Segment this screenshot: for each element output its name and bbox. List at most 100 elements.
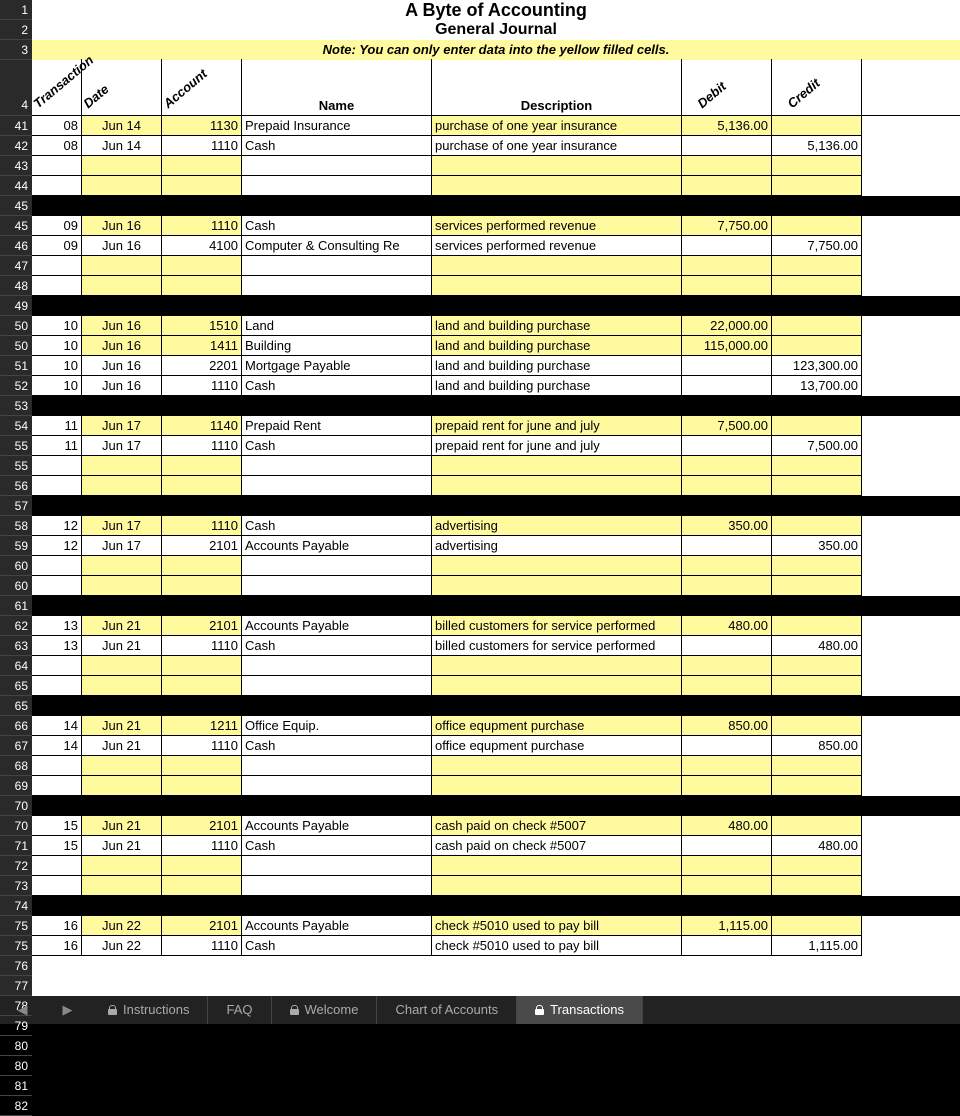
- cell-credit[interactable]: [772, 416, 862, 436]
- row-header[interactable]: 71: [0, 836, 32, 856]
- cell-debit[interactable]: [682, 876, 772, 896]
- row-header[interactable]: 47: [0, 256, 32, 276]
- cell-credit[interactable]: [772, 216, 862, 236]
- cell-credit[interactable]: [772, 456, 862, 476]
- tab-nav-next-icon[interactable]: ▶: [63, 1002, 73, 1018]
- cell-debit[interactable]: [682, 476, 772, 496]
- cell-account[interactable]: 1140: [162, 416, 242, 436]
- cell-debit[interactable]: [682, 376, 772, 396]
- cell-description[interactable]: [432, 876, 682, 896]
- cell-transaction[interactable]: 13: [32, 636, 82, 656]
- cell-date[interactable]: Jun 22: [82, 916, 162, 936]
- cell-credit[interactable]: 7,750.00: [772, 236, 862, 256]
- cell-description[interactable]: land and building purchase: [432, 316, 682, 336]
- cell-credit[interactable]: 7,500.00: [772, 436, 862, 456]
- cell-transaction[interactable]: [32, 876, 82, 896]
- cell-credit[interactable]: [772, 776, 862, 796]
- cell-credit[interactable]: [772, 156, 862, 176]
- cell-credit[interactable]: [772, 716, 862, 736]
- cell-name[interactable]: [242, 776, 432, 796]
- cell-date[interactable]: Jun 21: [82, 736, 162, 756]
- sheet-tab-welcome[interactable]: Welcome: [272, 996, 378, 1024]
- col-header-account[interactable]: Account: [162, 59, 242, 115]
- cell-debit[interactable]: [682, 756, 772, 776]
- cell-transaction[interactable]: [32, 156, 82, 176]
- cell-transaction[interactable]: 10: [32, 336, 82, 356]
- cell-debit[interactable]: [682, 736, 772, 756]
- cell-transaction[interactable]: [32, 676, 82, 696]
- cell-account[interactable]: 2101: [162, 616, 242, 636]
- cell-date[interactable]: Jun 16: [82, 216, 162, 236]
- cell-credit[interactable]: 350.00: [772, 536, 862, 556]
- cell-date[interactable]: [82, 176, 162, 196]
- cell-credit[interactable]: 5,136.00: [772, 136, 862, 156]
- cell-date[interactable]: [82, 856, 162, 876]
- cell-debit[interactable]: [682, 856, 772, 876]
- cell-name[interactable]: [242, 456, 432, 476]
- cell-description[interactable]: [432, 856, 682, 876]
- cell-date[interactable]: Jun 16: [82, 316, 162, 336]
- row-header[interactable]: 81: [0, 1076, 32, 1096]
- row-header[interactable]: 70: [0, 816, 32, 836]
- row-header[interactable]: 72: [0, 856, 32, 876]
- cell-credit[interactable]: 480.00: [772, 636, 862, 656]
- cell-transaction[interactable]: 15: [32, 816, 82, 836]
- cell-debit[interactable]: [682, 256, 772, 276]
- row-header[interactable]: 46: [0, 236, 32, 256]
- cell-debit[interactable]: [682, 276, 772, 296]
- cell-name[interactable]: Cash: [242, 136, 432, 156]
- cell-name[interactable]: Accounts Payable: [242, 616, 432, 636]
- cell-account[interactable]: [162, 656, 242, 676]
- cell-account[interactable]: 1110: [162, 216, 242, 236]
- cell-date[interactable]: [82, 556, 162, 576]
- cell-transaction[interactable]: 12: [32, 536, 82, 556]
- cell-name[interactable]: Accounts Payable: [242, 536, 432, 556]
- cell-description[interactable]: [432, 656, 682, 676]
- cell-description[interactable]: [432, 476, 682, 496]
- row-header[interactable]: 63: [0, 636, 32, 656]
- cell-debit[interactable]: [682, 776, 772, 796]
- cell-description[interactable]: [432, 576, 682, 596]
- row-header[interactable]: 57: [0, 496, 32, 516]
- row-header[interactable]: 49: [0, 296, 32, 316]
- row-header[interactable]: 3: [0, 40, 32, 60]
- cell-name[interactable]: [242, 576, 432, 596]
- cell-debit[interactable]: [682, 556, 772, 576]
- cell-name[interactable]: [242, 756, 432, 776]
- cell-name[interactable]: [242, 876, 432, 896]
- cell-name[interactable]: Cash: [242, 516, 432, 536]
- row-header[interactable]: 2: [0, 20, 32, 40]
- cell-name[interactable]: [242, 276, 432, 296]
- cell-date[interactable]: [82, 576, 162, 596]
- cell-date[interactable]: [82, 256, 162, 276]
- row-header[interactable]: 51: [0, 356, 32, 376]
- cell-transaction[interactable]: [32, 776, 82, 796]
- cell-transaction[interactable]: [32, 556, 82, 576]
- cell-transaction[interactable]: 11: [32, 436, 82, 456]
- row-header[interactable]: 65: [0, 676, 32, 696]
- cell-description[interactable]: check #5010 used to pay bill: [432, 936, 682, 956]
- cell-transaction[interactable]: [32, 456, 82, 476]
- cell-date[interactable]: Jun 17: [82, 416, 162, 436]
- cell-description[interactable]: [432, 456, 682, 476]
- cell-account[interactable]: [162, 456, 242, 476]
- cell-name[interactable]: Cash: [242, 436, 432, 456]
- cell-credit[interactable]: 123,300.00: [772, 356, 862, 376]
- cell-transaction[interactable]: 16: [32, 936, 82, 956]
- cell-account[interactable]: [162, 256, 242, 276]
- cell-credit[interactable]: [772, 676, 862, 696]
- cell-account[interactable]: [162, 276, 242, 296]
- cell-account[interactable]: 1110: [162, 836, 242, 856]
- cell-name[interactable]: Cash: [242, 936, 432, 956]
- cell-description[interactable]: office equpment purchase: [432, 716, 682, 736]
- cell-debit[interactable]: [682, 236, 772, 256]
- sheet-tab-instructions[interactable]: Instructions: [90, 996, 208, 1024]
- cell-name[interactable]: Prepaid Insurance: [242, 116, 432, 136]
- row-header[interactable]: 61: [0, 596, 32, 616]
- cell-date[interactable]: [82, 776, 162, 796]
- cell-description[interactable]: billed customers for service performed: [432, 636, 682, 656]
- cell-description[interactable]: check #5010 used to pay bill: [432, 916, 682, 936]
- cell-debit[interactable]: 22,000.00: [682, 316, 772, 336]
- cell-account[interactable]: 1211: [162, 716, 242, 736]
- cell-credit[interactable]: [772, 516, 862, 536]
